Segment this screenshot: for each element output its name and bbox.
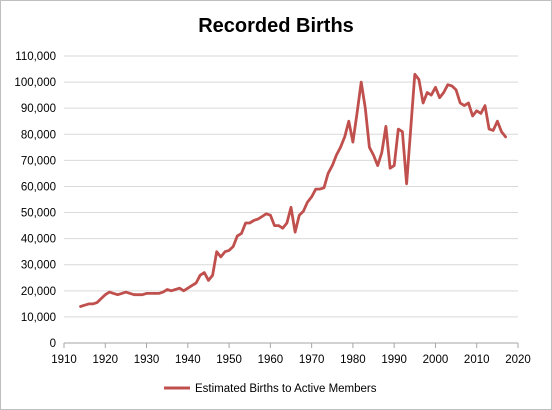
y-axis-ticks: 0 10,000 20,000 30,000 40,000 50,000 60,000 70,… <box>14 51 56 350</box>
legend-label: Estimated Births to Active Members <box>195 383 377 395</box>
y-tick-label: 50,000 <box>21 208 56 220</box>
x-tick-label: 1960 <box>258 354 284 366</box>
x-axis-ticks: 1910 1920 1930 1940 1950 1960 1970 1980 1990 2000… <box>51 343 531 366</box>
y-tick-label: 40,000 <box>21 234 56 246</box>
x-tick-label: 2020 <box>505 354 531 366</box>
y-tick-label: 10,000 <box>21 312 56 324</box>
x-tick-label: 1940 <box>175 354 201 366</box>
x-tick-label: 1930 <box>134 354 160 366</box>
y-tick-label: 80,000 <box>21 129 56 141</box>
gridlines <box>64 55 518 318</box>
x-tick-label: 2010 <box>464 354 490 366</box>
x-tick-label: 1980 <box>340 354 366 366</box>
series-line <box>79 72 508 308</box>
y-tick-label: 70,000 <box>21 155 56 167</box>
y-tick-label: 100,000 <box>14 77 56 89</box>
y-tick-label: 60,000 <box>21 181 56 193</box>
x-tick-label: 1920 <box>92 354 118 366</box>
plot-area <box>79 72 508 308</box>
y-tick-label: 110,000 <box>15 51 56 63</box>
y-tick-label: 90,000 <box>21 103 56 115</box>
x-tick-label: 2000 <box>423 354 449 366</box>
y-tick-label: 0 <box>50 338 56 350</box>
x-tick-label: 1950 <box>216 354 242 366</box>
y-tick-label: 20,000 <box>21 286 56 298</box>
x-tick-label: 1910 <box>51 354 77 366</box>
x-tick-label: 1970 <box>299 354 325 366</box>
legend: Estimated Births to Active Members <box>164 383 377 395</box>
x-tick-label: 1990 <box>381 354 407 366</box>
y-tick-label: 30,000 <box>21 260 56 272</box>
chart-title: Recorded Births <box>198 15 354 37</box>
